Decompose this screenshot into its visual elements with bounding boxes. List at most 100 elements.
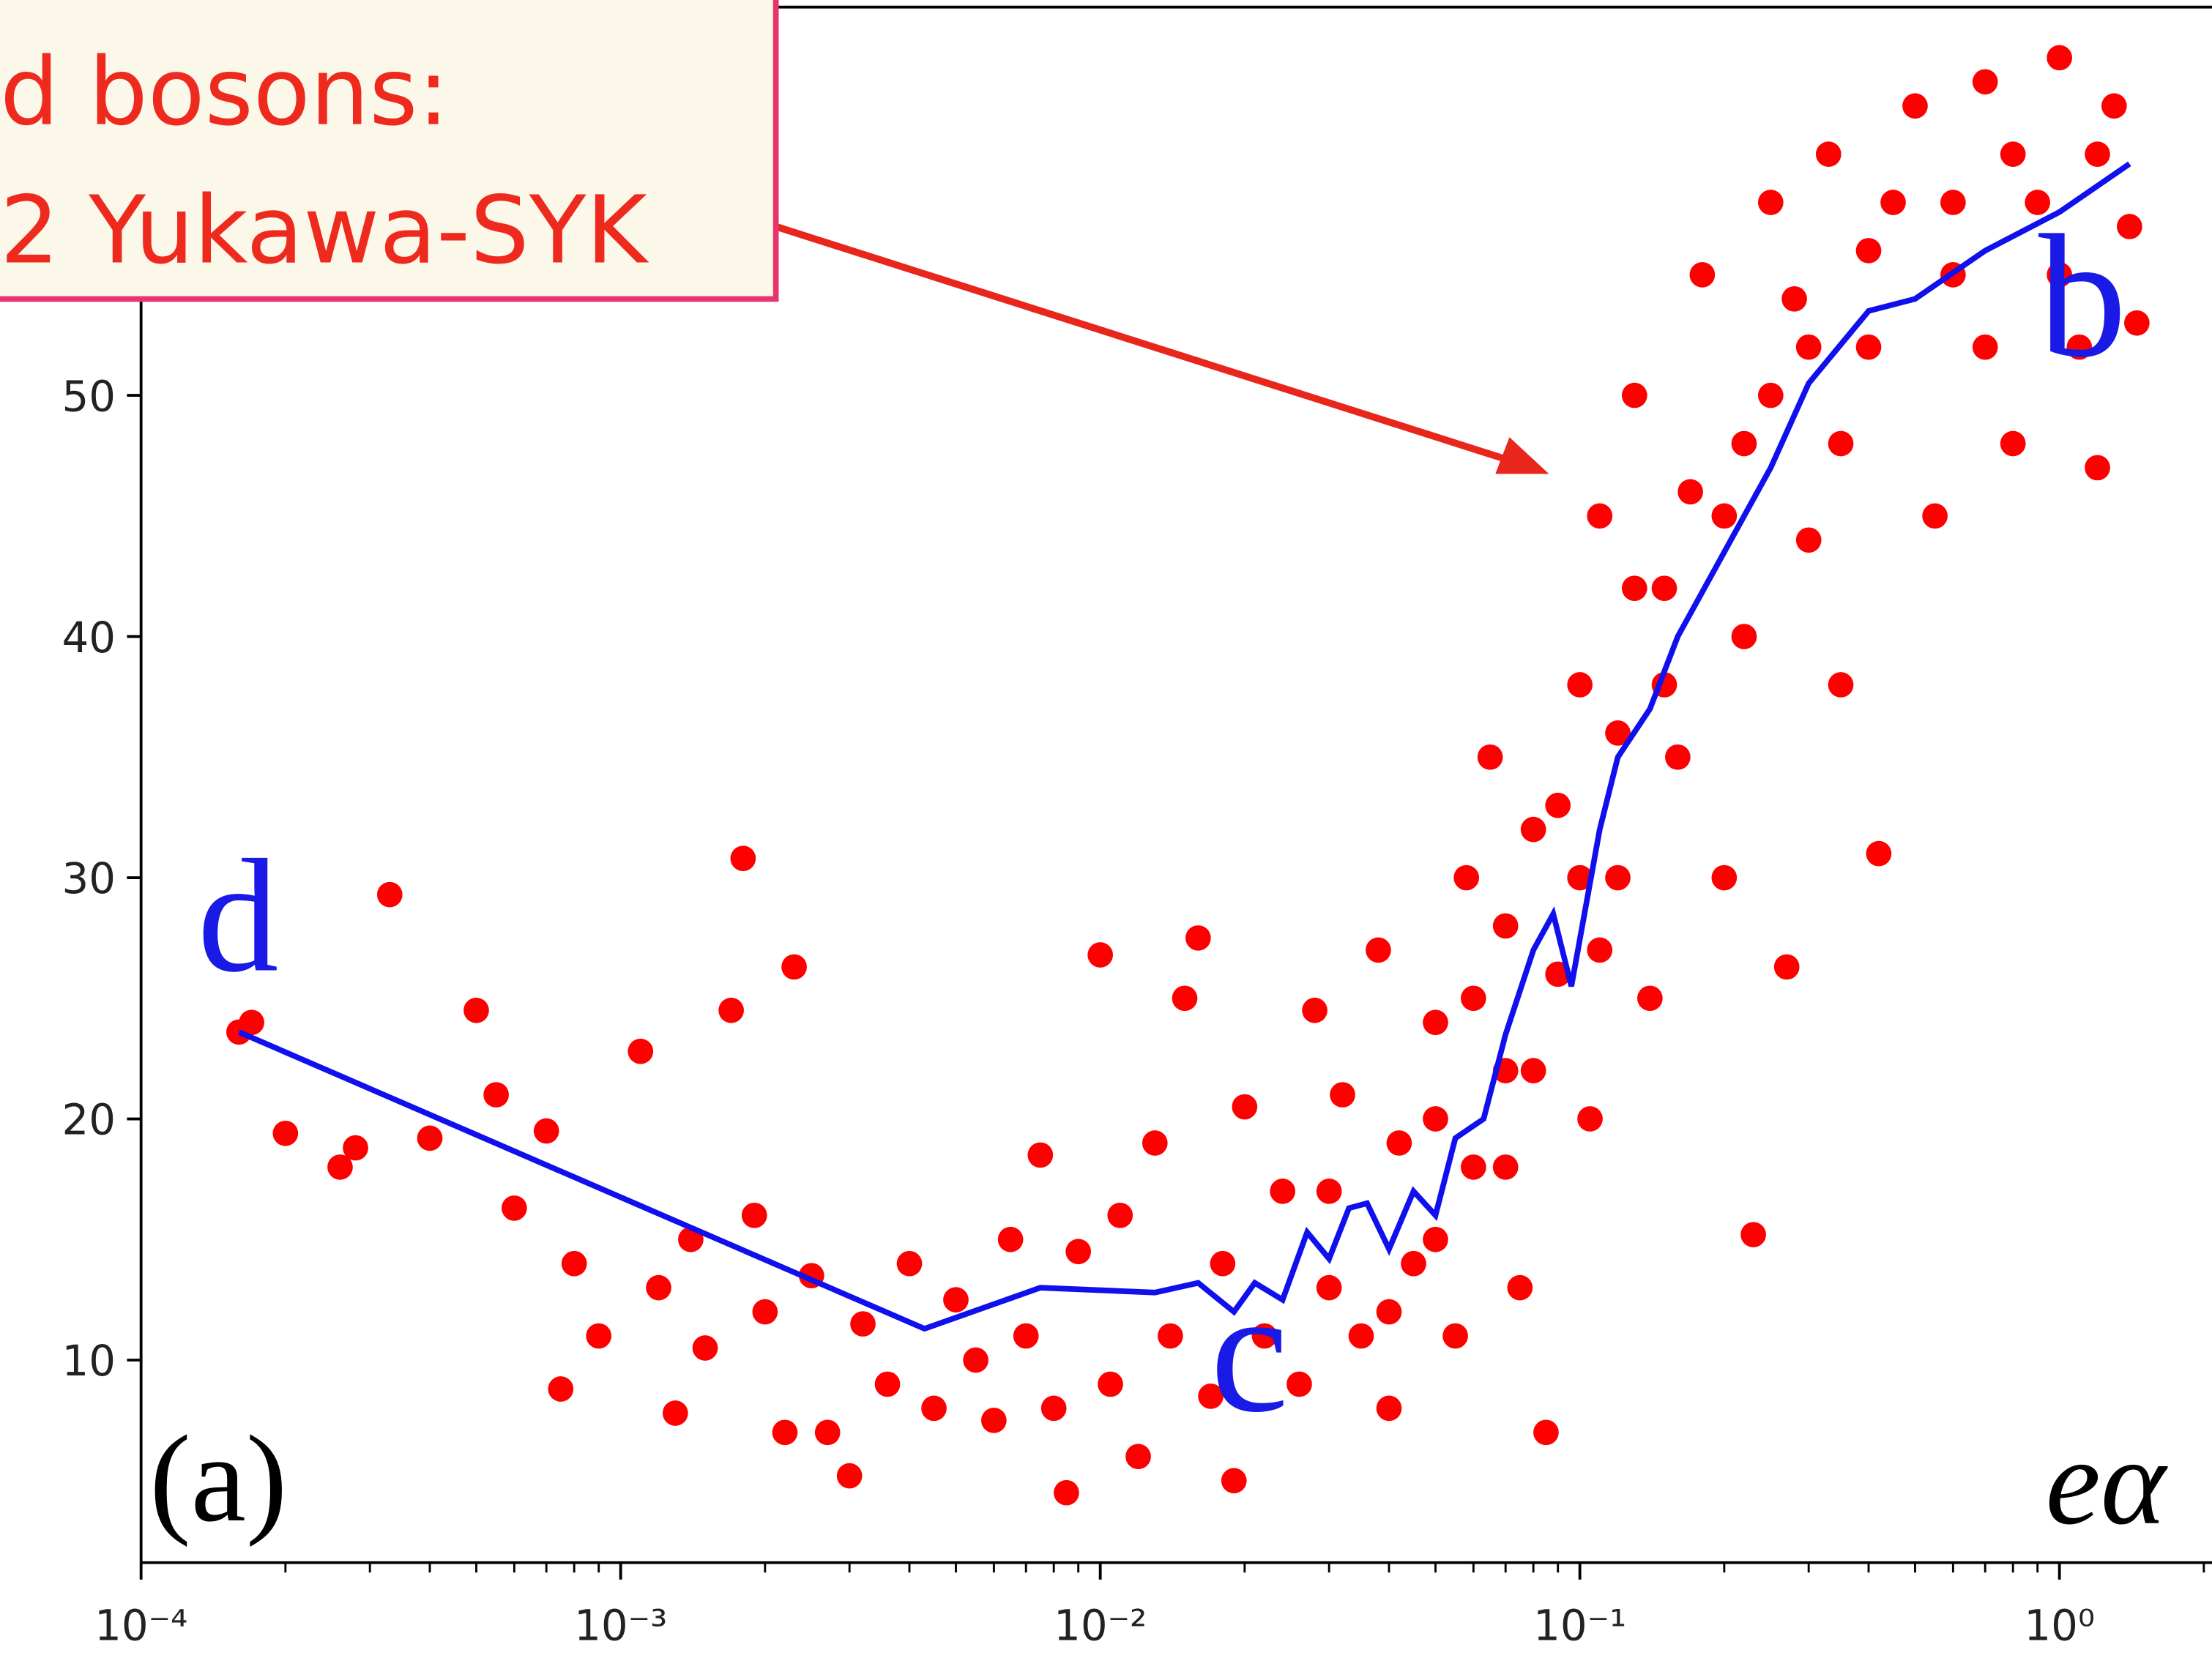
point (1757, 382, 1784, 408)
x-axis-label: eα (2046, 1413, 2168, 1550)
point (1651, 575, 1677, 602)
y-tick-label: 50 (62, 371, 116, 421)
point (1567, 865, 1593, 891)
point (1665, 744, 1691, 770)
point (1972, 69, 1998, 95)
point (1013, 1323, 1039, 1349)
point (1621, 575, 1647, 602)
point (981, 1408, 1007, 1433)
point (1087, 942, 1114, 968)
point (646, 1274, 671, 1301)
point (1880, 190, 1906, 215)
point (662, 1400, 688, 1426)
point (1689, 262, 1716, 288)
point (1210, 1250, 1236, 1277)
point (376, 881, 403, 908)
point (1172, 985, 1198, 1012)
point (1855, 334, 1882, 360)
point (1773, 954, 1800, 980)
point (1520, 816, 1546, 843)
point (1940, 190, 1966, 215)
point (1731, 624, 1757, 649)
point (463, 997, 489, 1023)
point (1198, 1383, 1224, 1409)
point (2047, 262, 2073, 288)
point (1922, 503, 1948, 529)
x-tick-label: 10⁰ (2024, 1601, 2095, 1651)
point (1098, 1371, 1123, 1397)
point (1461, 1154, 1486, 1180)
point (1142, 1130, 1168, 1156)
panel-label: (a) (149, 1410, 287, 1547)
annotation: c (1210, 1254, 1289, 1449)
point (1545, 792, 1571, 818)
point (1902, 93, 1928, 119)
point (343, 1135, 368, 1161)
point (2101, 93, 2127, 119)
point (1423, 1106, 1448, 1132)
point (1376, 1395, 1402, 1422)
point (239, 1009, 264, 1036)
point (1605, 865, 1631, 891)
callout-box (0, 0, 779, 302)
point (1587, 937, 1613, 963)
point (1757, 190, 1784, 215)
point (1711, 503, 1738, 529)
point (1461, 985, 1486, 1012)
point (836, 1463, 863, 1489)
x-tick-label: 10⁻² (1054, 1601, 1147, 1651)
point (1740, 1222, 1766, 1248)
point (1577, 1106, 1603, 1132)
point (1731, 430, 1757, 457)
point (1302, 997, 1327, 1023)
point (1621, 382, 1647, 408)
callout-arrow (772, 222, 1518, 466)
callout-text: 2 Yukawa-SYK (0, 176, 649, 284)
point (1107, 1202, 1133, 1228)
point (1423, 1226, 1448, 1252)
x-tick-label: 10⁻⁴ (94, 1601, 187, 1651)
point (1232, 1094, 1258, 1120)
x-tick-label: 10⁻³ (574, 1601, 667, 1651)
point (874, 1371, 901, 1397)
point (1637, 985, 1663, 1012)
point (1533, 1419, 1559, 1446)
point (1781, 285, 1807, 312)
point (272, 1120, 299, 1146)
point (1520, 1058, 1546, 1083)
point (628, 1038, 654, 1064)
point (1815, 141, 1842, 167)
y-tick-label: 20 (62, 1095, 116, 1145)
point (327, 1154, 353, 1180)
point (1270, 1179, 1296, 1204)
point (896, 1250, 923, 1277)
point (1795, 334, 1822, 360)
point (781, 954, 807, 980)
point (1366, 937, 1391, 963)
point (2117, 214, 2142, 239)
plot-area: 10 20 30 40 50 10⁻⁴ 10⁻³ 10⁻² 10⁻¹ 10⁰ (62, 45, 2205, 1651)
point (1027, 1142, 1054, 1168)
point (741, 1202, 767, 1228)
point (1348, 1323, 1374, 1349)
point (1567, 672, 1593, 698)
point (1587, 503, 1613, 529)
point (718, 997, 744, 1023)
point (1866, 840, 1892, 867)
point (1795, 527, 1822, 553)
point (997, 1226, 1024, 1252)
point (1185, 925, 1211, 951)
point (1125, 1444, 1151, 1470)
point (921, 1395, 947, 1422)
point (2085, 455, 2110, 481)
point (1286, 1371, 1312, 1397)
point (502, 1195, 527, 1221)
point (2066, 334, 2093, 360)
point (2047, 45, 2073, 71)
point (1316, 1274, 1342, 1301)
point (1507, 1274, 1533, 1301)
point (2124, 310, 2150, 336)
point (1711, 865, 1738, 891)
point (548, 1376, 574, 1402)
